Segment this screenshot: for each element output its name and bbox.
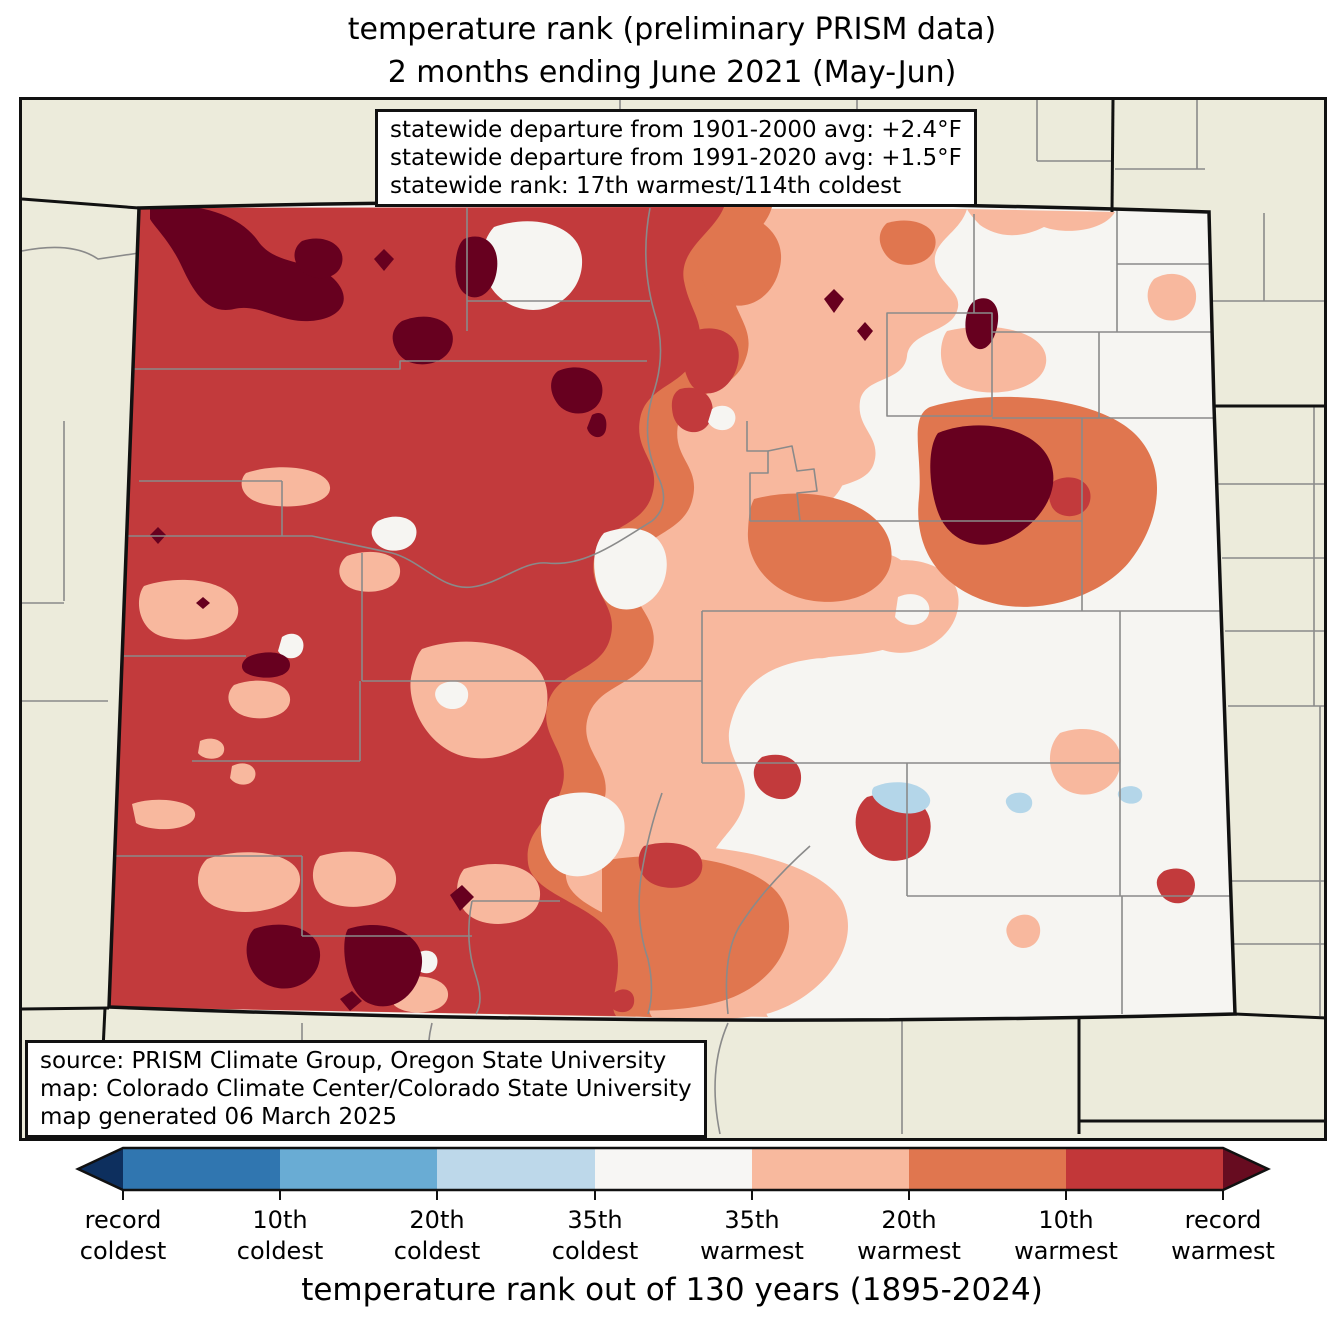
colorbar-label-35th-coldest: 35th coldest bbox=[551, 1206, 639, 1265]
near-normal-patches bbox=[278, 221, 930, 974]
colorbar-left-arrow bbox=[78, 1148, 123, 1190]
source-line2: map: Colorado Climate Center/Colorado St… bbox=[40, 1076, 692, 1102]
map-title-line2: 2 months ending June 2021 (May-Jun) bbox=[387, 55, 957, 90]
statewide-stats-box: statewide departure from 1901-2000 avg: … bbox=[375, 109, 977, 207]
cold-20-35-blobs bbox=[871, 782, 1143, 814]
colorbar-ticks bbox=[122, 1190, 1224, 1200]
colorbar-caption: temperature rank out of 130 years (1895-… bbox=[301, 1272, 1043, 1308]
source-line1: source: PRISM Climate Group, Oregon Stat… bbox=[40, 1048, 667, 1074]
colorado-map bbox=[22, 100, 1324, 1138]
colorbar-label-10th-coldest: 10th coldest bbox=[236, 1206, 324, 1265]
colorbar-segments bbox=[123, 1148, 1223, 1190]
warm-35-20-patches-on-red bbox=[132, 467, 548, 1013]
colorbar-label-record-coldest: record coldest bbox=[79, 1206, 167, 1265]
map-title-line1: temperature rank (preliminary PRISM data… bbox=[347, 12, 997, 47]
stats-line1: statewide departure from 1901-2000 avg: … bbox=[390, 117, 962, 143]
stats-line3: statewide rank: 17th warmest/114th colde… bbox=[390, 173, 902, 199]
source-line3: map generated 06 March 2025 bbox=[40, 1104, 398, 1130]
source-box: source: PRISM Climate Group, Oregon Stat… bbox=[25, 1040, 707, 1138]
colorbar-label-20th-coldest: 20th coldest bbox=[393, 1206, 481, 1265]
colorbar-right-arrow bbox=[1223, 1148, 1268, 1190]
stats-line2: statewide departure from 1991-2020 avg: … bbox=[390, 145, 962, 171]
colorbar-label-record-warmest: record warmest bbox=[1171, 1206, 1275, 1265]
colorbar-label-10th-warmest: 10th warmest bbox=[1014, 1206, 1118, 1265]
colorbar bbox=[75, 1146, 1271, 1200]
map-title: temperature rank (preliminary PRISM data… bbox=[0, 8, 1344, 94]
county-lines bbox=[109, 207, 1230, 1015]
colorbar-label-35th-warmest: 35th warmest bbox=[700, 1206, 804, 1265]
map-axes-frame bbox=[19, 97, 1327, 1141]
colorbar-label-20th-warmest: 20th warmest bbox=[857, 1206, 961, 1265]
